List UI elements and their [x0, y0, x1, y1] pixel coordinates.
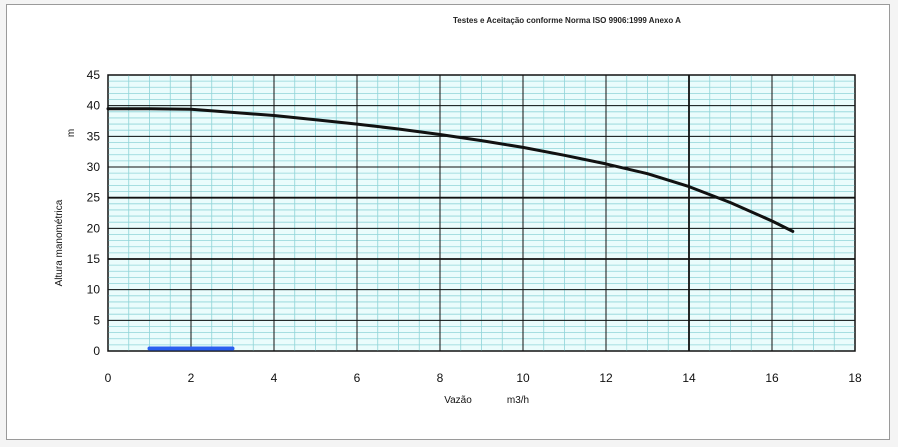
x-tick-label: 14 — [682, 371, 696, 385]
y-tick-label: 0 — [93, 344, 100, 358]
x-axis-unit: m3/h — [507, 395, 529, 406]
head-curve-line — [106, 107, 795, 233]
chart-frame: Testes e Aceitação conforme Norma ISO 99… — [6, 4, 890, 440]
y-tick-label: 30 — [87, 160, 101, 174]
series-layer — [106, 107, 795, 351]
y-tick-label: 35 — [87, 129, 101, 143]
x-tick-label: 12 — [599, 371, 613, 385]
x-tick-label: 0 — [105, 371, 112, 385]
x-tick-label: 10 — [516, 371, 530, 385]
y-axis-unit: m — [66, 129, 77, 137]
x-tick-label: 16 — [765, 371, 779, 385]
y-tick-label: 25 — [87, 191, 101, 205]
y-tick-label: 15 — [87, 252, 101, 266]
y-tick-label: 10 — [87, 283, 101, 297]
x-tick-label: 8 — [437, 371, 444, 385]
y-tick-label: 40 — [87, 99, 101, 113]
y-axis-title: Altura manométrica — [54, 199, 65, 286]
y-tick-label: 45 — [87, 68, 101, 82]
chart-title: Testes e Aceitação conforme Norma ISO 99… — [453, 16, 681, 25]
x-tick-label: 4 — [271, 371, 278, 385]
y-tick-label: 20 — [87, 221, 101, 235]
head-flow-chart: Testes e Aceitação conforme Norma ISO 99… — [54, 16, 862, 406]
x-axis-ticks: 0 2 4 6 8 10 12 14 16 18 — [105, 371, 862, 385]
x-tick-label: 6 — [354, 371, 361, 385]
major-grid — [107, 74, 856, 352]
x-axis-title: Vazão — [444, 395, 472, 406]
x-tick-label: 18 — [848, 371, 862, 385]
y-axis-ticks: 0 5 10 15 20 25 30 35 40 45 — [87, 68, 101, 358]
y-tick-label: 5 — [93, 313, 100, 327]
x-tick-label: 2 — [188, 371, 195, 385]
